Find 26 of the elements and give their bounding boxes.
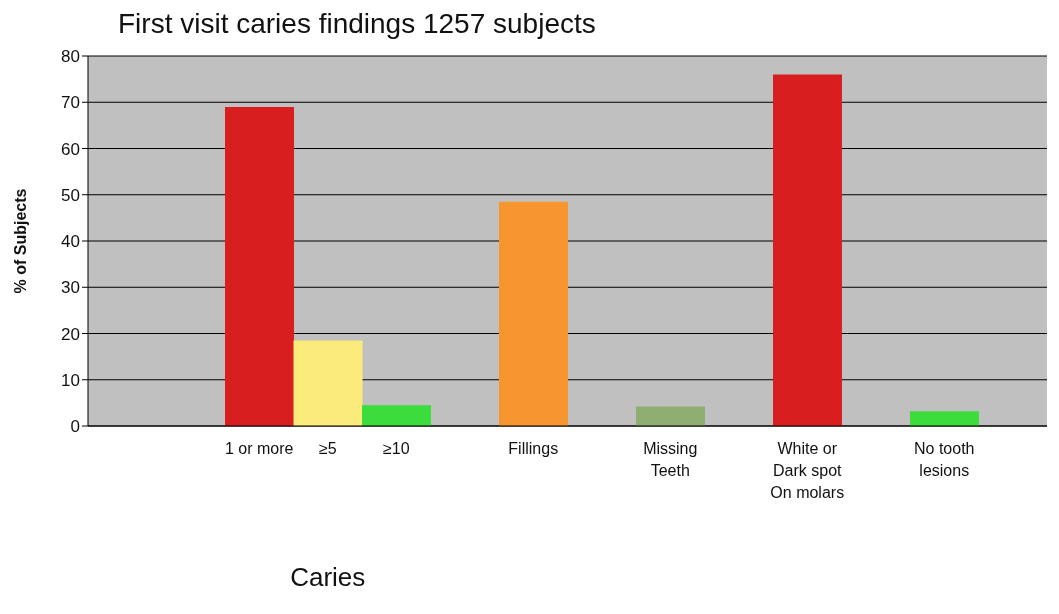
- bar: [773, 74, 842, 426]
- y-axis-title: % of Subjects: [11, 188, 29, 294]
- x-tick-label: Fillings: [508, 440, 559, 457]
- bar: [499, 201, 568, 426]
- x-tick-label: 1 or more: [225, 440, 294, 457]
- x-tick-label: Missing Teeth: [643, 440, 698, 479]
- y-tick-label: 0: [70, 417, 80, 437]
- y-tick-label: 20: [61, 324, 80, 344]
- bar: [362, 405, 431, 426]
- bar: [225, 106, 294, 426]
- chart-title: First visit caries findings 1257 subjects: [117, 8, 597, 41]
- y-tick-label: 70: [61, 93, 80, 113]
- x-tick-label: No tooth lesions: [914, 440, 975, 479]
- y-tick-label: 40: [61, 232, 80, 252]
- y-tick-label: 80: [61, 47, 80, 67]
- y-tick-label: 30: [61, 278, 80, 298]
- x-tick-label: ≥5: [318, 440, 337, 457]
- y-tick-label: 50: [61, 185, 80, 205]
- x-tick-label: White or Dark spot On molars: [770, 440, 845, 501]
- x-tick-label: ≥10: [382, 440, 410, 457]
- y-tick-label: 60: [61, 139, 80, 159]
- text: Caries: [289, 562, 367, 593]
- bar: [293, 340, 363, 426]
- bar: [910, 411, 979, 426]
- bar: [636, 406, 705, 426]
- y-tick-label: 10: [61, 370, 80, 390]
